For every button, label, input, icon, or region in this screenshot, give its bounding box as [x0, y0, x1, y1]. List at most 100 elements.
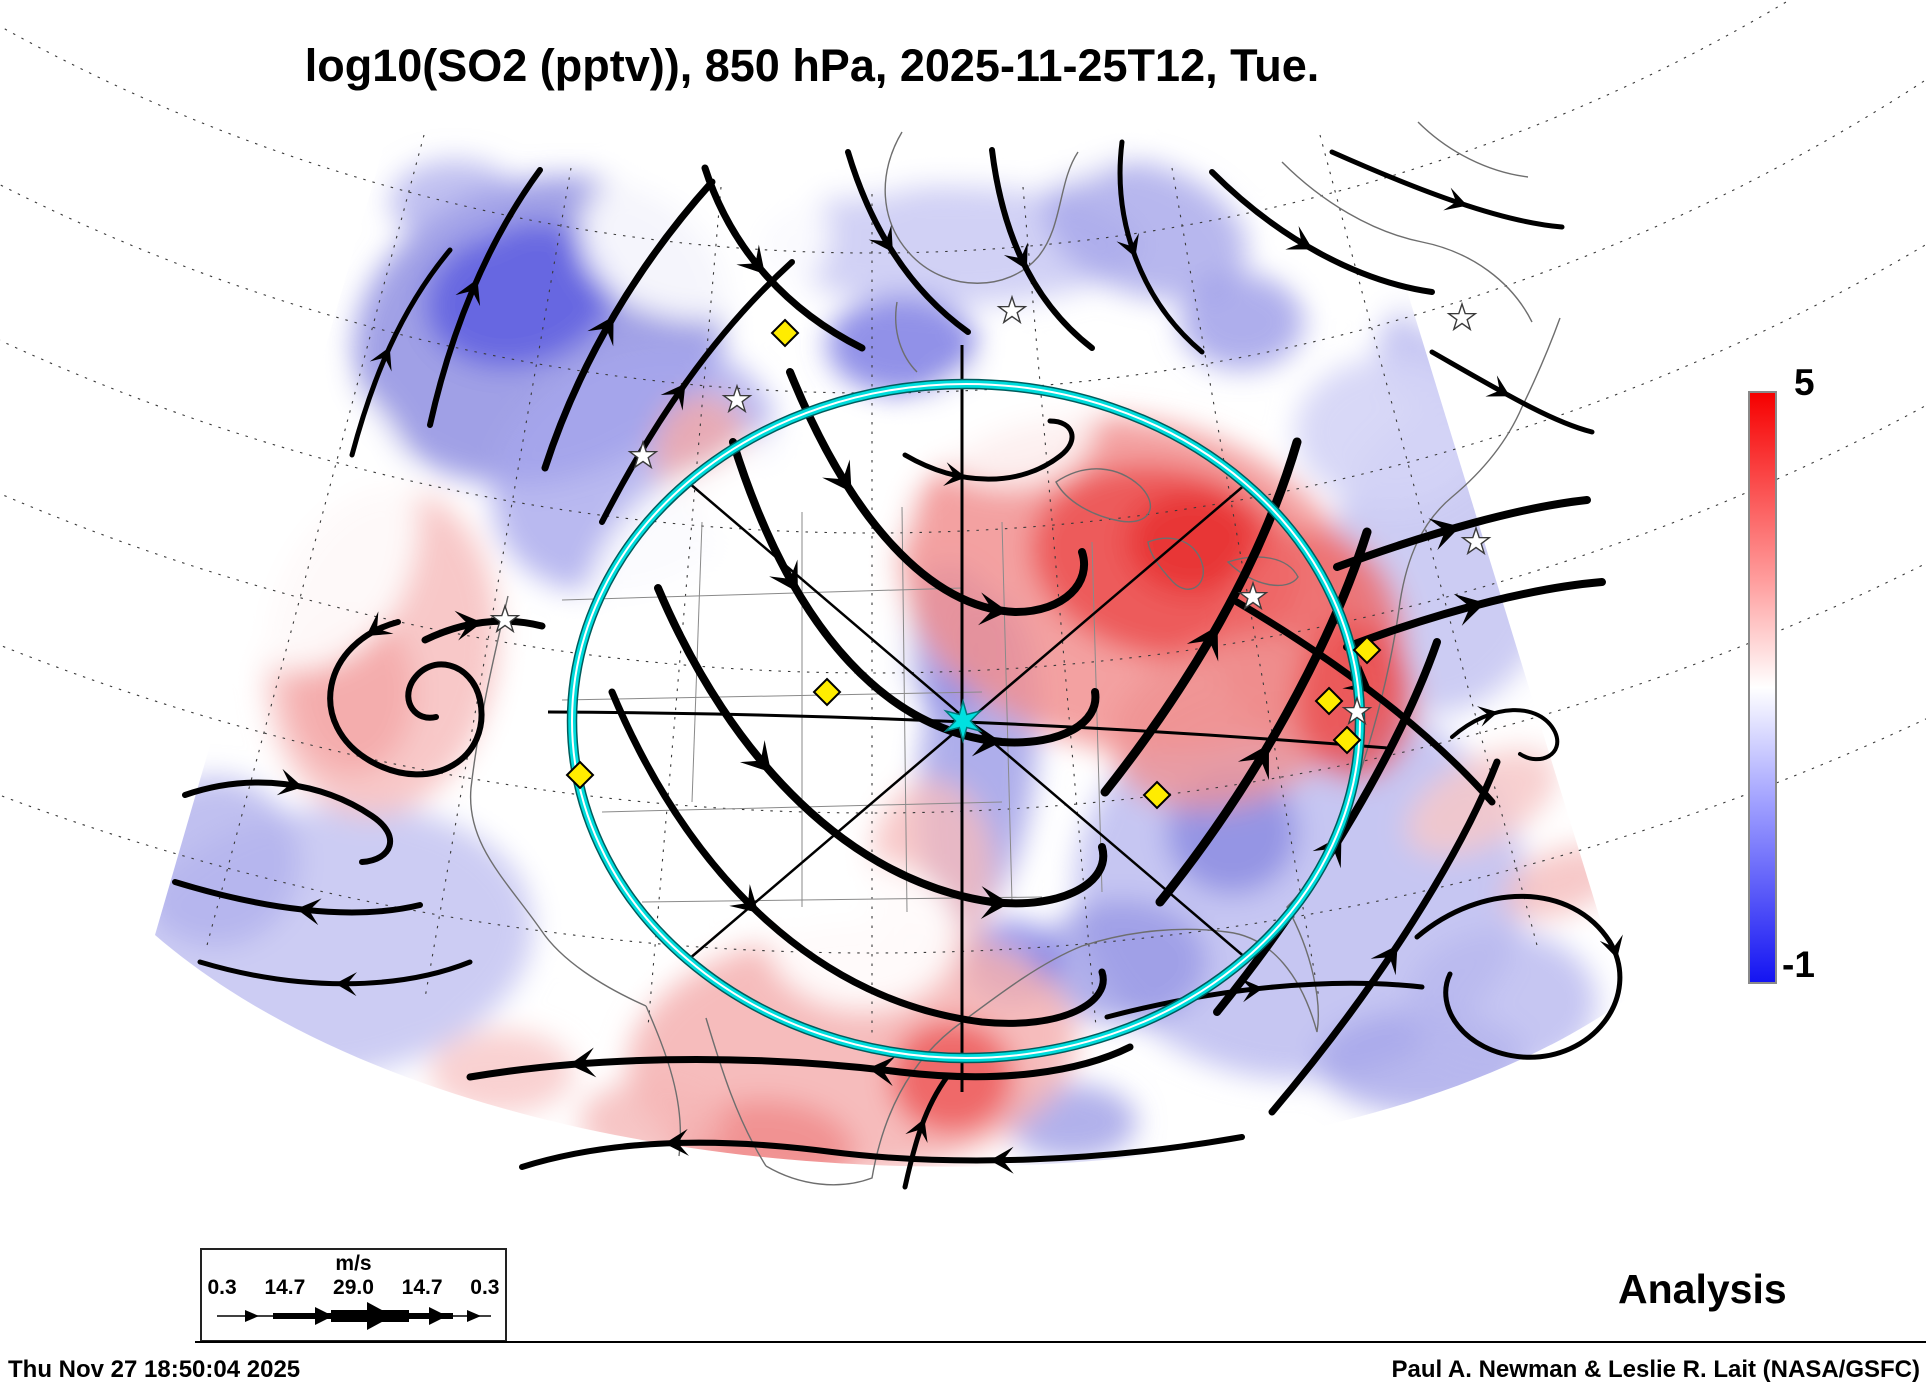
colorbar [1748, 391, 1777, 984]
colorbar-min-label: -1 [1782, 944, 1815, 985]
wind-streamline [1450, 708, 1560, 762]
wind-arrow-scale-icon [216, 1302, 491, 1330]
wind-streamline [701, 164, 866, 352]
range-ring-ellipse [571, 383, 1361, 1059]
wind-streamline [1117, 139, 1205, 355]
wind-legend-value: 0.3 [207, 1276, 237, 1299]
wind-legend-value: 0.3 [470, 1276, 500, 1299]
streamline-arrowhead [664, 1128, 689, 1156]
streamline-arrowhead [989, 1146, 1014, 1174]
site-diamond-marker [1142, 780, 1172, 810]
wind-streamline [1429, 349, 1595, 435]
wind-legend-title: m/s [335, 1252, 372, 1275]
streamline-arrowhead [455, 278, 481, 307]
site-star-marker [1446, 301, 1478, 332]
streamline-arrowhead [1186, 625, 1219, 662]
site-star-marker [996, 294, 1028, 325]
wind-legend-value: 14.7 [264, 1276, 306, 1299]
wind-streamline [1100, 437, 1302, 797]
center-star-marker [943, 698, 983, 744]
credit-text: Paul A. Newman & Leslie R. Lait (NASA/GS… [1391, 1356, 1920, 1383]
site-star-marker [627, 439, 659, 470]
streamline-arrowhead [736, 244, 765, 275]
streamline-arrowhead [569, 1047, 597, 1078]
range-ring [566, 378, 1366, 1064]
wind-streamline [182, 779, 394, 865]
streamline-arrowhead [1285, 225, 1313, 250]
wind-streamline [1104, 980, 1425, 1020]
creation-timestamp: Thu Nov 27 18:50:04 2025 [8, 1356, 301, 1383]
wind-streamline [1213, 638, 1441, 1016]
wind-streamline [654, 584, 1108, 908]
footer-divider [195, 1341, 1926, 1343]
streamline-arrowhead [1116, 232, 1139, 258]
site-diamond-marker [812, 677, 842, 707]
wind-streamline [421, 617, 546, 644]
site-diamond-marker [770, 318, 800, 348]
site-diamond-marker [1352, 635, 1382, 665]
colorbar-max-label: 5 [1794, 362, 1815, 403]
site-markers-layer [489, 294, 1492, 810]
site-star-marker [1237, 580, 1269, 611]
streamline-arrowhead [366, 611, 394, 636]
streamline-arrowhead [296, 898, 322, 926]
wind-streamline [1268, 758, 1501, 1116]
streamline-arrowhead [943, 462, 967, 486]
streamline-arrowhead [905, 1118, 928, 1144]
streamline-arrowhead [660, 383, 686, 411]
wind-streamline [1414, 893, 1623, 1060]
streamline-arrowhead [822, 459, 852, 493]
site-star-marker [1341, 695, 1373, 726]
streamline-arrowhead [335, 972, 357, 997]
streamline-arrowhead [971, 723, 1002, 757]
streamline-arrowhead [868, 224, 893, 253]
wind-streamline [519, 1134, 1245, 1170]
wind-streamline [845, 149, 971, 335]
wind-streamline [349, 247, 453, 458]
streamline-arrowhead [276, 768, 303, 796]
wind-streamline [1155, 527, 1372, 907]
wind-streamline [608, 688, 1107, 1027]
streamline-arrowhead [454, 610, 483, 641]
site-diamond-marker [1332, 725, 1362, 755]
wind-streamline [327, 619, 485, 778]
streamline-arrowhead [587, 316, 614, 347]
streamline-arrowhead [739, 740, 772, 773]
streamline-arrowhead [1443, 187, 1468, 211]
wind-streamline [1333, 496, 1591, 571]
streamline-arrowhead [1240, 978, 1264, 1003]
wind-streamline [1209, 169, 1435, 295]
streamline-arrowhead [369, 346, 392, 372]
wind-streamline [1343, 578, 1606, 651]
wind-streamline [427, 167, 543, 428]
site-star-marker [1460, 525, 1492, 556]
site-star-marker [489, 603, 521, 634]
streamline-arrowhead [1428, 518, 1461, 551]
site-diamond-marker [1314, 686, 1344, 716]
plot-title: log10(SO2 (pptv)), 850 hPa, 2025-11-25T1… [304, 40, 1320, 91]
site-star-marker [721, 383, 753, 414]
streamline-arrowhead [980, 886, 1010, 920]
streamline-arrowhead [868, 1056, 896, 1086]
analysis-label: Analysis [1618, 1266, 1787, 1312]
wind-streamline [786, 368, 1088, 617]
streamline-arrowhead [1453, 593, 1486, 626]
wind-legend-value: 29.0 [333, 1276, 374, 1299]
wind-streamlines-layer [172, 139, 1623, 1190]
streamline-arrowhead [978, 592, 1008, 626]
streamline-arrowhead [1237, 744, 1269, 780]
streamline-arrowhead [1003, 242, 1028, 270]
wind-legend-values: 0.3 14.7 29.0 14.7 0.3 [208, 1276, 500, 1299]
streamline-arrowhead [1485, 375, 1511, 397]
wind-legend-value: 14.7 [401, 1276, 443, 1299]
wind-streamline [902, 418, 1075, 482]
streamline-arrowhead [1370, 945, 1398, 976]
streamline-arrowhead [1476, 706, 1499, 727]
streamline-arrowhead [769, 559, 798, 593]
streamline-arrowhead [1342, 664, 1373, 693]
wind-streamline [541, 178, 716, 472]
site-diamond-marker [565, 760, 595, 790]
wind-streamline [599, 259, 795, 525]
